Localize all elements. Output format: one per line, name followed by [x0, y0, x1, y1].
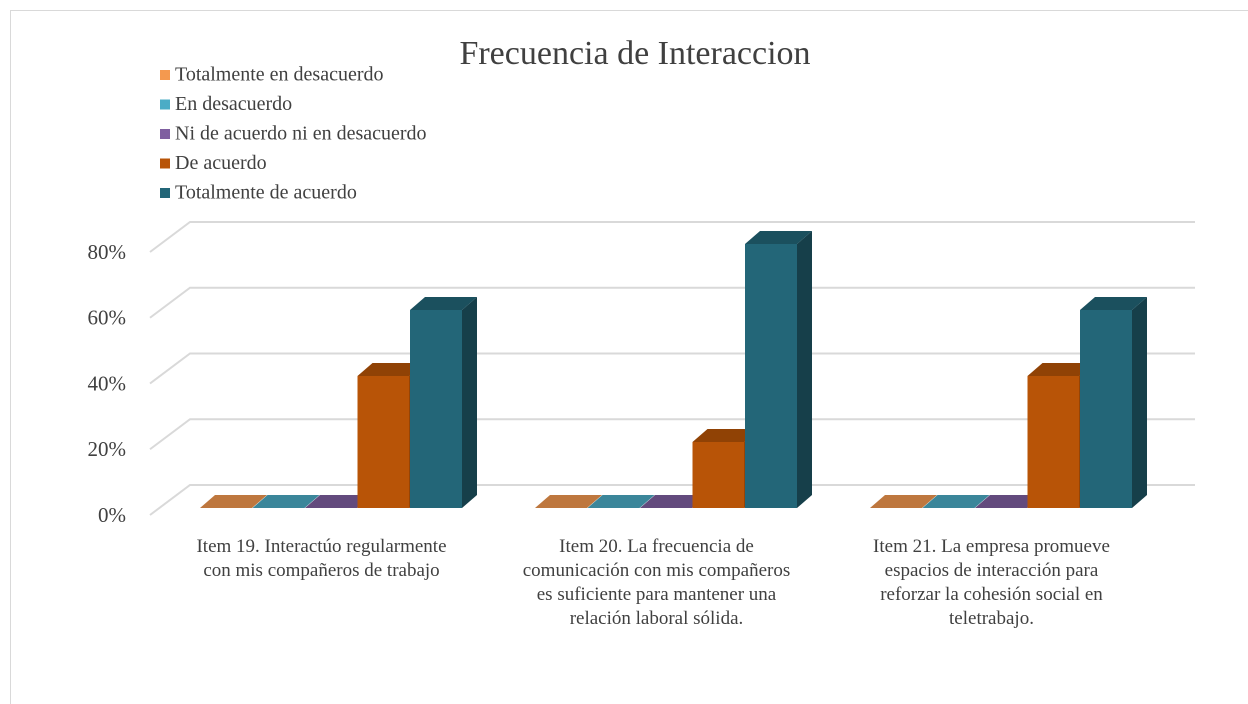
legend-label: Totalmente de acuerdo — [175, 182, 357, 204]
chart-border — [10, 10, 1248, 704]
legend-swatch — [160, 70, 170, 80]
x-tick-label: Item 20. La frecuencia de comunicación c… — [522, 536, 791, 629]
y-tick-label: 60% — [88, 306, 127, 330]
legend-label: Ni de acuerdo ni en desacuerdo — [175, 123, 427, 145]
legend-label: En desacuerdo — [175, 93, 292, 115]
bar-front — [1080, 310, 1132, 508]
grid-line — [149, 221, 1195, 253]
bar-top — [1080, 297, 1147, 310]
bar-front — [357, 376, 410, 508]
legend-label: Totalmente en desacuerdo — [175, 64, 384, 86]
x-tick-label: Item 19. Interactúo regularmente con mis… — [196, 536, 447, 581]
bar-top — [252, 495, 320, 508]
grid-line — [149, 484, 1195, 516]
bar-top — [1027, 363, 1095, 376]
bar-top — [410, 297, 477, 310]
bar-top — [357, 363, 425, 376]
bar-front — [745, 244, 797, 508]
bar-top — [305, 495, 372, 508]
bar-top — [975, 495, 1042, 508]
legend-swatch — [160, 99, 170, 110]
grid-line — [149, 352, 1195, 385]
legend-label: De acuerdo — [175, 152, 267, 174]
bar-front — [692, 442, 745, 508]
bar-side — [797, 231, 812, 508]
y-tick-label: 80% — [88, 240, 127, 264]
legend-swatch — [160, 188, 170, 198]
bar-top — [640, 495, 707, 508]
bar-front — [410, 310, 462, 508]
grid-line — [149, 418, 1195, 451]
bar-front — [1027, 376, 1080, 508]
bar-top — [200, 495, 267, 508]
grid-line — [149, 286, 1195, 319]
legend-swatch — [160, 129, 170, 139]
x-tick-label: Item 21. La empresa promueve espacios de… — [873, 536, 1110, 629]
chart-title: Frecuencia de Interaccion — [459, 35, 810, 72]
bar-top — [692, 429, 760, 442]
bar-top — [922, 495, 990, 508]
y-tick-label: 40% — [88, 371, 127, 395]
bar-side — [462, 297, 477, 508]
bar-side — [1132, 297, 1147, 508]
bar-top — [535, 495, 602, 508]
bar-top — [587, 495, 655, 508]
y-tick-label: 20% — [88, 437, 127, 461]
bar-top — [870, 495, 937, 508]
legend-swatch — [160, 158, 170, 169]
y-tick-label: 0% — [98, 503, 126, 527]
bar-top — [745, 231, 812, 244]
